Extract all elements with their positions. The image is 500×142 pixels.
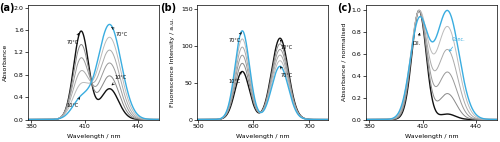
Text: Conc.: Conc. (450, 37, 465, 51)
Text: (c): (c) (337, 3, 351, 13)
Text: 70°C: 70°C (112, 27, 128, 37)
Text: 70°C: 70°C (228, 33, 241, 43)
Y-axis label: Absorbance: Absorbance (4, 44, 8, 81)
Text: 10°C: 10°C (66, 98, 80, 108)
Y-axis label: Absorbance / normalised: Absorbance / normalised (341, 23, 346, 101)
Text: 10°C: 10°C (280, 40, 292, 50)
Text: (b): (b) (160, 3, 176, 13)
X-axis label: Wavelength / nm: Wavelength / nm (67, 134, 120, 139)
Text: 10°C: 10°C (112, 75, 126, 85)
Y-axis label: Fluorescence Intensity / a.u.: Fluorescence Intensity / a.u. (170, 18, 175, 107)
Text: 10°C: 10°C (228, 72, 241, 83)
Text: 70°C: 70°C (280, 67, 292, 78)
Text: (a): (a) (0, 3, 14, 13)
X-axis label: Wavelength / nm: Wavelength / nm (404, 134, 458, 139)
Text: 70°C: 70°C (66, 34, 79, 45)
Text: Dil.: Dil. (412, 33, 420, 46)
X-axis label: Wavelength / nm: Wavelength / nm (236, 134, 290, 139)
